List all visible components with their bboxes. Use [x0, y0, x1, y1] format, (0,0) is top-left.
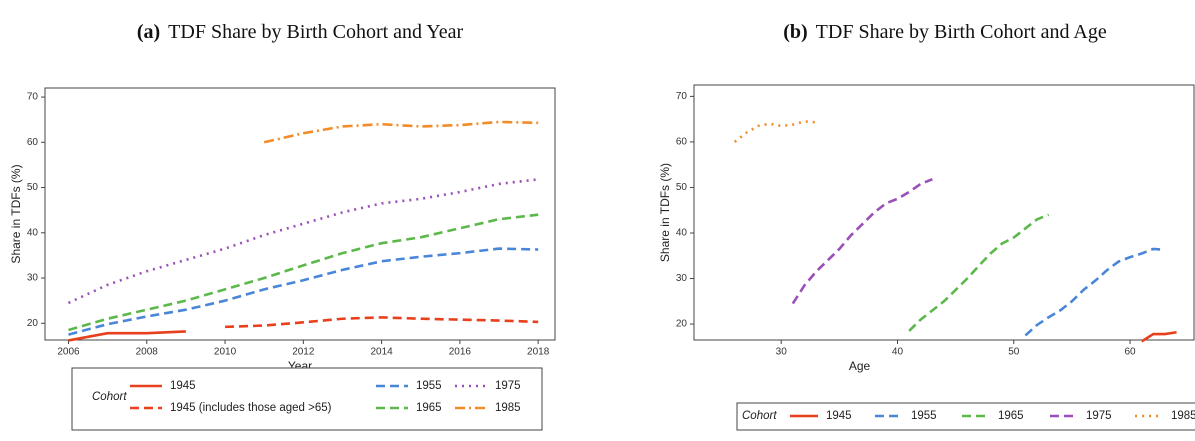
panel-title-text: TDF Share by Birth Cohort and Year [168, 21, 463, 43]
x-axis-label: Age [849, 359, 871, 373]
y-tick-label: 30 [676, 273, 688, 284]
x-tick-label: 2006 [57, 347, 80, 358]
x-tick-label: 2014 [370, 347, 393, 358]
x-tick-label: 2012 [292, 347, 315, 358]
series-line [68, 213, 539, 332]
x-tick-label: 2018 [527, 347, 550, 358]
plot-area [44, 87, 556, 341]
y-tick-label: 60 [27, 137, 39, 148]
legend-label: 1985 [495, 402, 521, 414]
panel-label: (b) [783, 21, 807, 43]
legend-title: Cohort [742, 410, 777, 422]
series-line [1024, 247, 1166, 337]
series-line [1140, 330, 1177, 343]
series-line [68, 247, 539, 336]
legend-label: 1975 [495, 380, 521, 392]
x-tick-label: 30 [776, 347, 788, 358]
series-line [263, 120, 539, 144]
x-tick-label: 50 [1008, 347, 1020, 358]
x-tick-label: 60 [1124, 347, 1136, 358]
y-tick-label: 70 [27, 92, 39, 103]
y-tick-label: 20 [676, 319, 688, 330]
x-tick-label: 2008 [136, 347, 159, 358]
series-line [225, 316, 539, 329]
legend-label: 1955 [911, 410, 937, 422]
y-tick-label: 40 [676, 228, 688, 239]
y-tick-label: 70 [676, 91, 688, 102]
legend-label: 1985 [1171, 410, 1195, 422]
series-line [68, 330, 186, 342]
y-tick-label: 50 [27, 182, 39, 193]
legend-label: 1975 [1086, 410, 1112, 422]
series-line [791, 178, 933, 305]
panel-title: (b) TDF Share by Birth Cohort and Age [783, 21, 1107, 43]
y-tick-label: 30 [27, 273, 39, 284]
y-axis-label: Share in TDFs (%) [658, 163, 672, 262]
legend-label: 1955 [416, 380, 442, 392]
plot-area [693, 84, 1195, 341]
x-tick-label: 40 [892, 347, 904, 358]
y-tick-label: 50 [676, 182, 688, 193]
series-line [67, 178, 539, 305]
panel-title-text: TDF Share by Birth Cohort and Age [816, 21, 1107, 43]
y-tick-label: 40 [27, 227, 39, 238]
x-tick-label: 2010 [214, 347, 237, 358]
y-axis-label: Share in TDFs (%) [9, 164, 23, 263]
legend-label: 1945 (includes those aged >65) [170, 402, 332, 414]
legend-label: 1965 [998, 410, 1024, 422]
legend-label: 1945 [826, 410, 852, 422]
panel-label: (a) [137, 21, 160, 43]
y-tick-label: 60 [676, 137, 688, 148]
y-tick-label: 20 [27, 318, 39, 329]
x-tick-label: 2016 [449, 347, 472, 358]
panel-title: (a) TDF Share by Birth Cohort and Year [137, 21, 464, 43]
legend-title: Cohort [92, 391, 127, 403]
legend-label: 1945 [170, 380, 196, 392]
legend-label: 1965 [416, 402, 442, 414]
series-line [908, 213, 1050, 332]
legend-box [71, 367, 543, 431]
